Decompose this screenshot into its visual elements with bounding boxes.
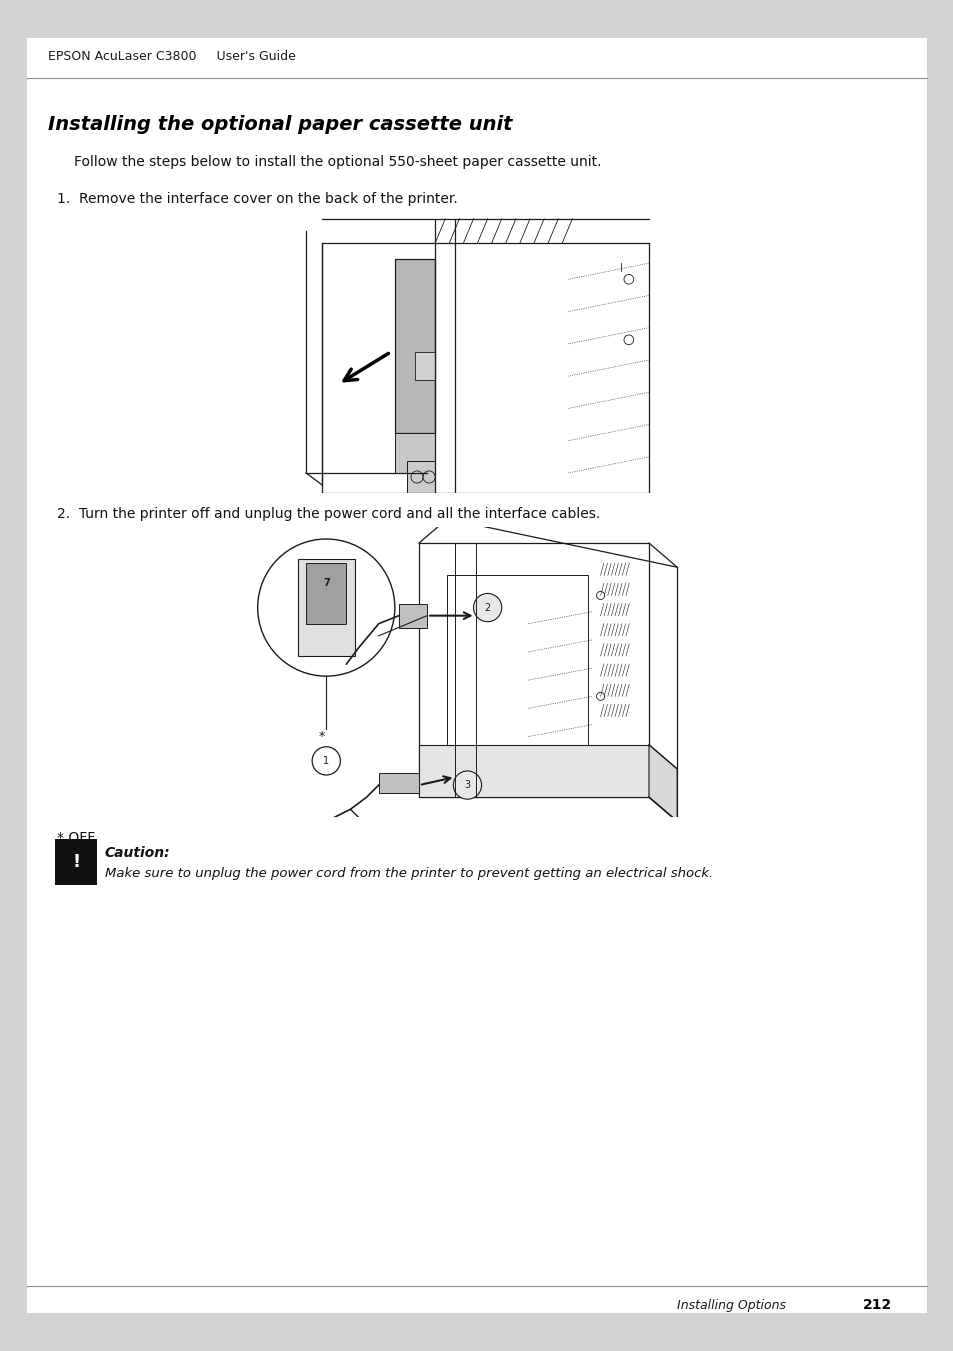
Text: * OFF: * OFF bbox=[57, 831, 95, 844]
Polygon shape bbox=[415, 351, 435, 380]
Text: Caution:: Caution: bbox=[105, 846, 171, 859]
Text: 2.  Turn the printer off and unplug the power cord and all the interface cables.: 2. Turn the printer off and unplug the p… bbox=[57, 507, 599, 520]
Text: 1.  Remove the interface cover on the back of the printer.: 1. Remove the interface cover on the bac… bbox=[57, 192, 457, 205]
Polygon shape bbox=[418, 744, 648, 797]
Polygon shape bbox=[378, 773, 418, 793]
Polygon shape bbox=[306, 563, 346, 624]
Text: *: * bbox=[318, 730, 324, 743]
Text: Make sure to unplug the power cord from the printer to prevent getting an electr: Make sure to unplug the power cord from … bbox=[105, 867, 713, 881]
Text: 2: 2 bbox=[484, 603, 490, 612]
Text: 212: 212 bbox=[862, 1298, 892, 1312]
Polygon shape bbox=[395, 259, 435, 432]
Text: EPSON AcuLaser C3800     User's Guide: EPSON AcuLaser C3800 User's Guide bbox=[48, 50, 295, 63]
Circle shape bbox=[473, 593, 501, 621]
Polygon shape bbox=[297, 559, 355, 657]
Text: Installing the optional paper cassette unit: Installing the optional paper cassette u… bbox=[48, 115, 512, 134]
Text: 1: 1 bbox=[323, 755, 329, 766]
Text: Installing Options: Installing Options bbox=[677, 1298, 785, 1312]
Text: 7: 7 bbox=[322, 578, 330, 589]
Text: 3: 3 bbox=[464, 780, 470, 790]
Polygon shape bbox=[395, 432, 435, 473]
Circle shape bbox=[453, 771, 481, 800]
Polygon shape bbox=[407, 461, 435, 493]
Text: !: ! bbox=[72, 852, 80, 871]
Text: Follow the steps below to install the optional 550-sheet paper cassette unit.: Follow the steps below to install the op… bbox=[74, 155, 601, 169]
Polygon shape bbox=[398, 604, 427, 628]
Polygon shape bbox=[648, 744, 677, 821]
